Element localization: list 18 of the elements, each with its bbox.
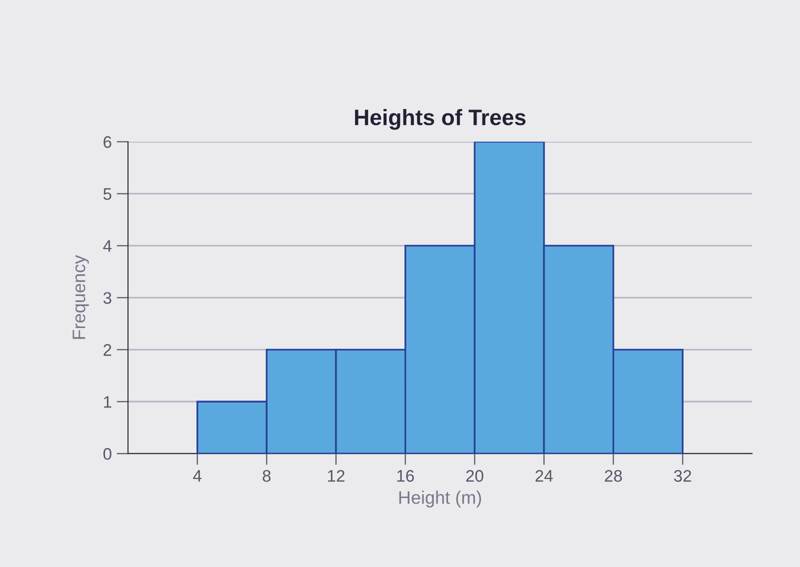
x-tick-label: 16 [397,470,414,482]
x-tick-label: 8 [262,470,271,482]
x-tick-label: 32 [674,470,692,482]
y-tick-label: 0 [103,448,112,460]
y-axis-title: Frequency [72,255,89,339]
x-tick-label: 24 [536,470,553,482]
y-tick-label: 4 [103,240,112,252]
x-tick-label: 4 [193,470,202,482]
y-tick-label: 5 [103,188,112,200]
y-tick-label: 3 [103,292,112,304]
y-tick-label: 6 [104,136,112,148]
chart-title: Heights of Trees [355,108,526,130]
x-tick-label: 20 [466,470,484,482]
x-tick-label: 28 [604,470,622,482]
y-tick-label: 2 [104,344,112,356]
x-tick-label: 12 [328,470,344,482]
y-tick-label: 1 [104,396,112,408]
x-axis-title: Height (m) [399,490,482,508]
